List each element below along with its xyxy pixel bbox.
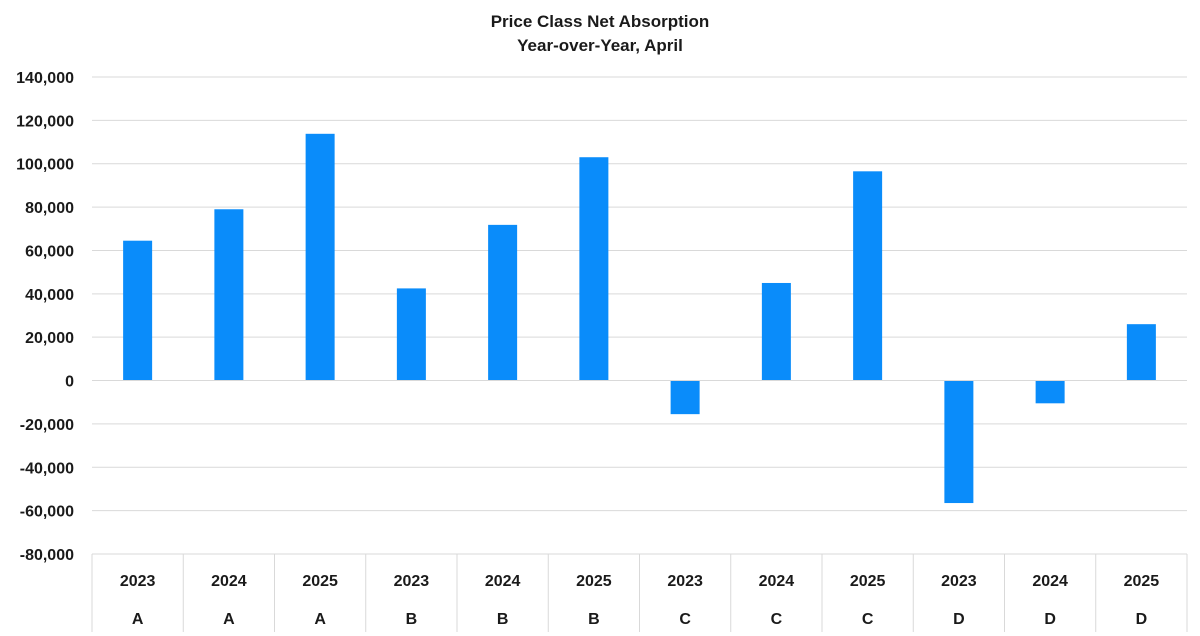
bar [761,282,791,381]
bar [488,224,518,381]
bar [853,171,883,381]
x-tick-label-class: C [862,611,874,628]
x-tick-label-class: C [771,611,783,628]
chart-subtitle: Year-over-Year, April [517,36,683,55]
bar [1035,380,1065,404]
x-tick-label-year: 2023 [120,573,156,590]
bar [396,288,426,381]
x-tick-label-year: 2024 [759,573,795,590]
bar [670,380,700,415]
y-tick-label: -60,000 [20,504,74,521]
x-tick-label-class: D [1136,611,1148,628]
bar [214,209,244,381]
x-tick-label-year: 2024 [211,573,247,590]
x-tick-label-year: 2023 [941,573,977,590]
x-tick-label-class: A [132,611,144,628]
x-tick-label-class: A [223,611,235,628]
y-tick-label: -80,000 [20,547,74,564]
x-tick-label-year: 2024 [1032,573,1068,590]
x-tick-label-year: 2025 [302,573,338,590]
y-tick-label: 0 [65,374,74,391]
bar [944,380,974,504]
x-tick-label-year: 2025 [576,573,612,590]
bar [579,157,609,381]
y-tick-label: 120,000 [16,113,74,130]
chart-title: Price Class Net Absorption [490,12,710,31]
x-tick-label-year: 2025 [1124,573,1160,590]
y-tick-label: -40,000 [20,460,74,477]
x-tick-label-year: 2023 [667,573,703,590]
y-tick-label: 40,000 [25,287,74,304]
x-tick-label-year: 2023 [394,573,430,590]
x-tick-label-class: B [588,611,600,628]
y-tick-label: 140,000 [16,70,74,87]
x-tick-label-class: D [1044,611,1056,628]
y-tick-label: 100,000 [16,157,74,174]
bar [1126,324,1156,381]
bar [305,133,335,381]
x-tick-label-class: B [406,611,418,628]
y-tick-label: 80,000 [25,200,74,217]
bar [123,240,153,381]
x-tick-label-year: 2025 [850,573,886,590]
y-tick-label: 60,000 [25,243,74,260]
x-tick-label-class: C [679,611,691,628]
y-tick-label: 20,000 [25,330,74,347]
x-tick-label-class: D [953,611,965,628]
x-tick-label-year: 2024 [485,573,521,590]
x-tick-label-class: B [497,611,509,628]
x-tick-label-class: A [314,611,326,628]
y-tick-label: -20,000 [20,417,74,434]
